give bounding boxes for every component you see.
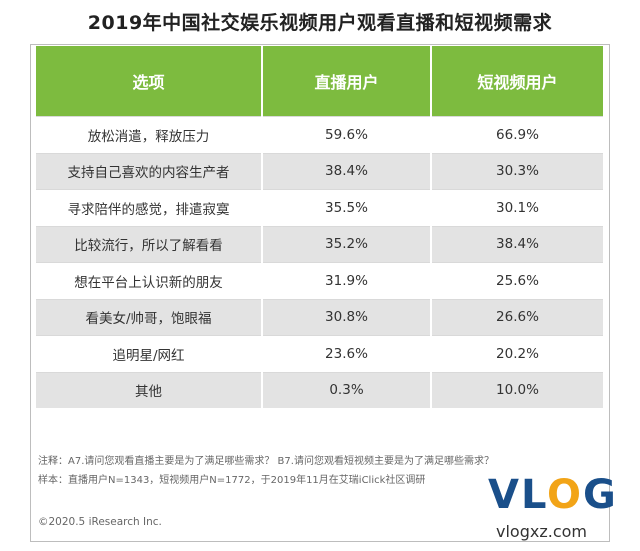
- watermark-logo: VLOG vlogxz.com: [482, 472, 632, 547]
- logo-letter-o: O: [547, 472, 584, 518]
- table-row: 支持自己喜欢的内容生产者 38.4% 30.3%: [36, 152, 603, 190]
- row-label: 想在平台上认识新的朋友: [36, 262, 263, 299]
- table-row: 追明星/网红 23.6% 20.2%: [36, 335, 603, 372]
- live-value-cell: 23.6%: [262, 335, 432, 372]
- live-value-cell: 31.9%: [262, 262, 432, 299]
- live-value-cell: 30.8%: [262, 298, 432, 336]
- live-value-cell: 38.4%: [262, 152, 432, 190]
- row-label: 追明星/网红: [36, 335, 263, 372]
- logo-letter-l: L: [520, 472, 548, 518]
- row-label: 支持自己喜欢的内容生产者: [36, 152, 263, 190]
- table-row: 想在平台上认识新的朋友 31.9% 25.6%: [36, 262, 603, 299]
- short-video-value-cell: 20.2%: [431, 335, 603, 372]
- column-header-short: 短视频用户: [431, 46, 603, 117]
- chart-title: 2019年中国社交娱乐视频用户观看直播和短视频需求: [87, 12, 553, 34]
- watermark-url: vlogxz.com: [496, 522, 587, 541]
- table-row: 比较流行，所以了解看看 35.2% 38.4%: [36, 225, 603, 263]
- table-body: 放松消遣，释放压力 59.6% 66.9% 支持自己喜欢的内容生产者 38.4% 30.3…: [36, 116, 603, 408]
- logo-letter-g: G: [583, 472, 618, 518]
- short-video-value-cell: 26.6%: [431, 298, 603, 336]
- row-label: 放松消遣，释放压力: [36, 116, 263, 153]
- live-value-cell: 59.6%: [262, 116, 432, 153]
- column-header-option: 选项: [36, 46, 263, 117]
- table-header-row: 选项 直播用户 短视频用户: [36, 46, 603, 117]
- table-row: 寻求陪伴的感觉，排遣寂寞 35.5% 30.1%: [36, 189, 603, 226]
- table-row: 看美女/帅哥，饱眼福 30.8% 26.6%: [36, 298, 603, 336]
- live-value-cell: 35.2%: [262, 225, 432, 263]
- short-video-value-cell: 30.3%: [431, 152, 603, 190]
- column-header-live: 直播用户: [262, 46, 432, 117]
- short-video-value-cell: 25.6%: [431, 262, 603, 299]
- table-row: 其他 0.3% 10.0%: [36, 371, 603, 408]
- live-value-cell: 0.3%: [262, 371, 432, 408]
- short-video-value-cell: 10.0%: [431, 371, 603, 408]
- vlog-logo-text: VLOG: [488, 472, 618, 518]
- row-label: 看美女/帅哥，饱眼福: [36, 298, 263, 336]
- table-row: 放松消遣，释放压力 59.6% 66.9%: [36, 116, 603, 153]
- footnotes: 注释：A7.请问您观看直播主要是为了满足哪些需求？ B7.请问您观看短视频主要是…: [38, 452, 494, 490]
- footnote-questions: 注释：A7.请问您观看直播主要是为了满足哪些需求？ B7.请问您观看短视频主要是…: [38, 456, 494, 467]
- data-table: 选项 直播用户 短视频用户 放松消遣，释放压力 59.6% 66.9% 支持自己喜欢的…: [36, 46, 603, 408]
- row-label: 比较流行，所以了解看看: [36, 225, 263, 263]
- row-label: 寻求陪伴的感觉，排遣寂寞: [36, 189, 263, 226]
- short-video-value-cell: 66.9%: [431, 116, 603, 153]
- copyright: ©2020.5 iResearch Inc.: [38, 516, 162, 528]
- footnote-sample: 样本：直播用户N=1343，短视频用户N=1772，于2019年11月在艾瑞iC…: [38, 475, 426, 486]
- short-video-value-cell: 38.4%: [431, 225, 603, 263]
- row-label: 其他: [36, 371, 263, 408]
- logo-letter-v: V: [488, 472, 521, 518]
- live-value-cell: 35.5%: [262, 189, 432, 226]
- short-video-value-cell: 30.1%: [431, 189, 603, 226]
